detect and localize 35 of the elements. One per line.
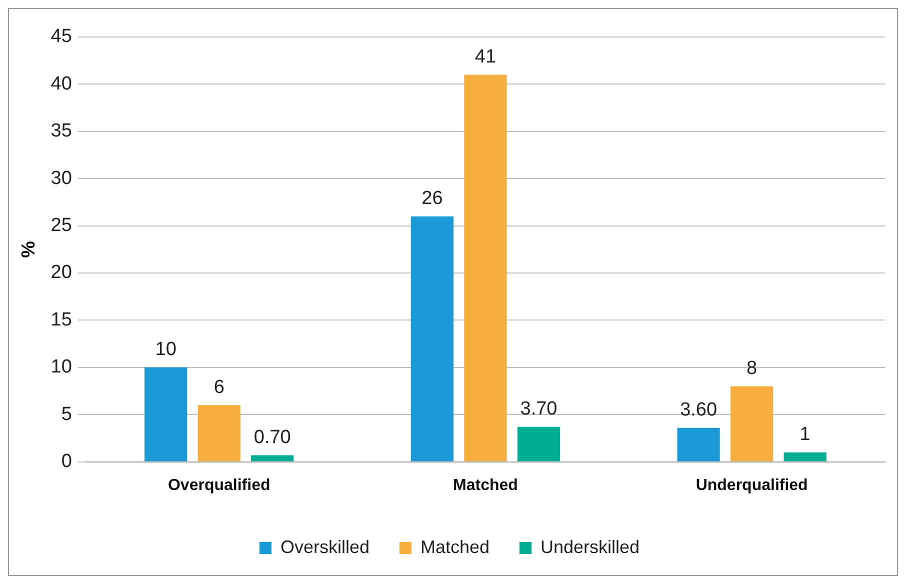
y-axis-title: % xyxy=(18,240,40,258)
bar xyxy=(517,426,560,462)
y-tick-label: 10 xyxy=(50,356,72,378)
bar xyxy=(784,452,826,462)
data-label: 3.60 xyxy=(680,400,718,421)
y-tick-label: 40 xyxy=(50,73,72,94)
bar xyxy=(410,216,454,462)
data-label: 1 xyxy=(800,424,810,446)
bar xyxy=(198,405,240,462)
data-label: 8 xyxy=(746,358,758,380)
legend-label: Underskilled xyxy=(540,536,640,557)
bar xyxy=(144,367,188,462)
legend-label: Overskilled xyxy=(280,536,370,557)
y-tick-label: 20 xyxy=(50,262,72,284)
y-tick-label: 45 xyxy=(50,26,72,48)
data-label: 0.70 xyxy=(254,426,291,448)
data-label: 41 xyxy=(474,46,496,68)
bar xyxy=(251,455,294,462)
x-tick-label: Overqualified xyxy=(168,476,270,494)
data-label: 10 xyxy=(155,339,176,360)
bar xyxy=(464,74,507,462)
data-label: 3.70 xyxy=(520,398,558,420)
y-tick-label: 15 xyxy=(50,309,72,330)
y-tick-label: 35 xyxy=(50,120,72,142)
data-label: 26 xyxy=(422,188,443,210)
bar xyxy=(677,428,720,462)
x-tick-label: Matched xyxy=(453,476,518,494)
y-tick-label: 0 xyxy=(61,451,72,472)
bar xyxy=(730,386,774,462)
data-label: 6 xyxy=(214,376,224,398)
y-tick-label: 25 xyxy=(50,215,72,236)
y-tick-label: 30 xyxy=(50,168,72,189)
x-tick-label: Underqualified xyxy=(696,476,808,494)
y-tick-label: 5 xyxy=(61,404,72,425)
legend-label: Matched xyxy=(420,536,490,557)
